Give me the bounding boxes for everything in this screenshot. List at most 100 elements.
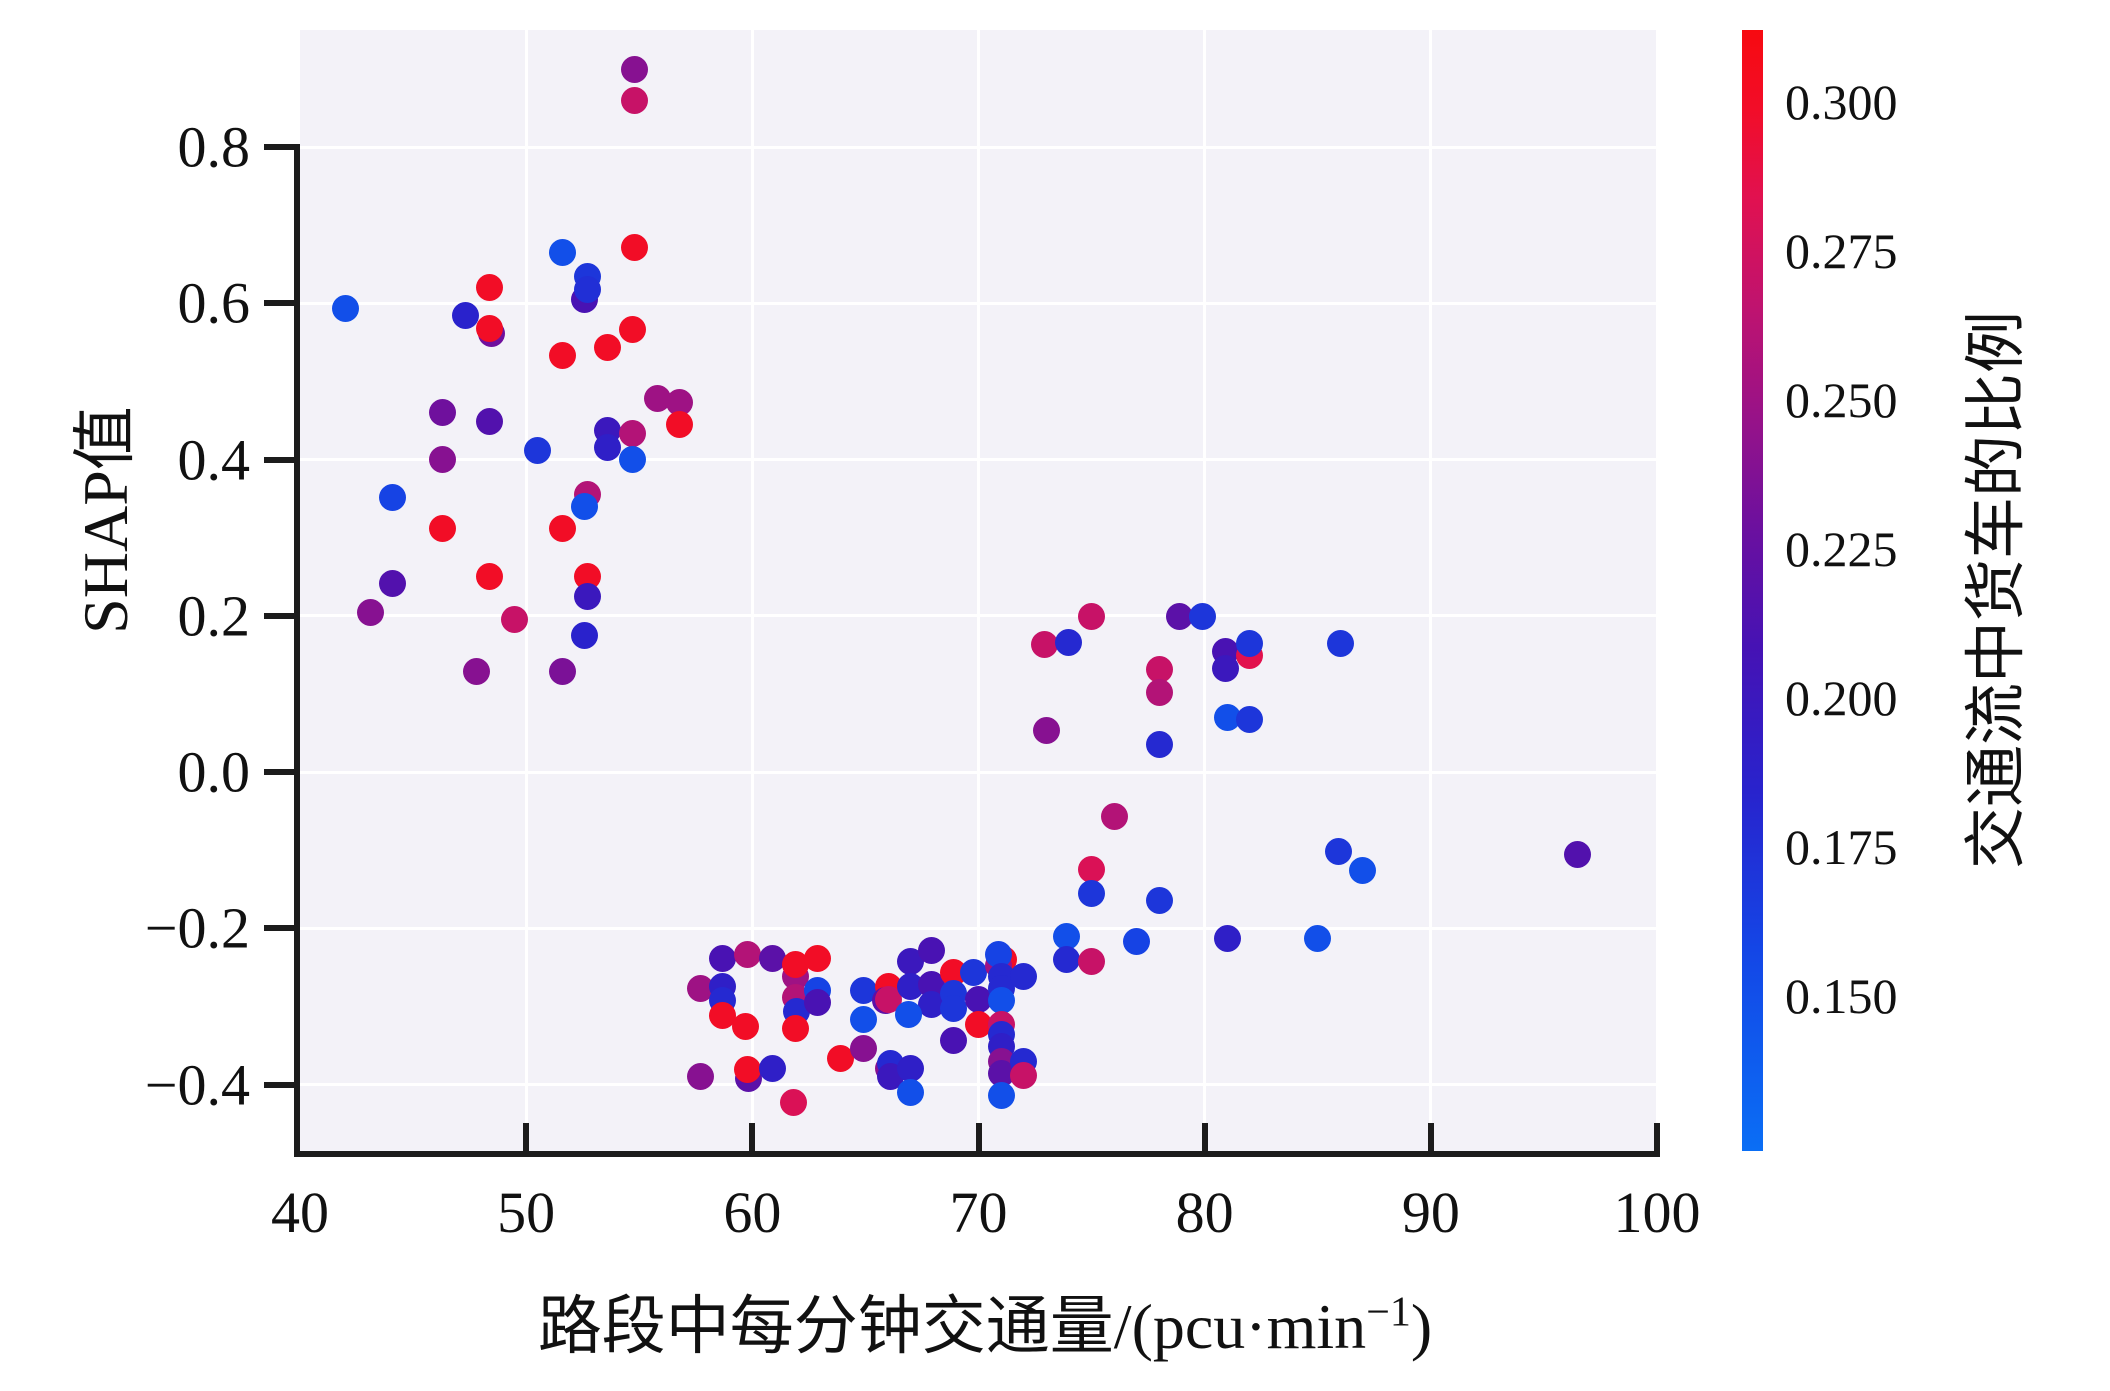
x-tick-label: 100 [1613,1180,1701,1245]
y-tick-label: 0.2 [177,583,251,649]
scatter-point [804,989,832,1017]
scatter-point [960,959,988,987]
x-gridline [1655,30,1659,1151]
scatter-point [571,493,599,521]
x-tick-label: 40 [271,1180,329,1245]
scatter-point [451,302,479,330]
y-gridline [300,458,1657,462]
scatter-point [621,86,649,114]
x-tick-label: 70 [949,1180,1008,1245]
y-tick [264,769,294,776]
scatter-point [917,936,945,964]
colorbar-tick-label: 0.200 [1785,669,1898,726]
scatter-point [849,1035,877,1063]
scatter-point [621,55,649,83]
scatter-point [331,294,359,322]
x-gridline [524,30,528,1151]
scatter-point [686,1063,714,1091]
scatter-point [1349,857,1377,885]
y-tick-label: 0.0 [177,739,251,805]
scatter-point [1032,717,1060,745]
scatter-point [573,582,601,610]
scatter-point [897,1078,925,1106]
scatter-point [428,514,456,542]
scatter-point [940,995,968,1023]
bottom-spine [294,1151,1660,1157]
scatter-point [897,1054,925,1082]
scatter-point [548,657,576,685]
x-axis-label: 路段中每分钟交通量/(pcu·min−1) [537,1289,1433,1362]
scatter-point [379,570,407,598]
scatter-point [965,985,992,1013]
scatter-point [849,1006,877,1034]
y-tick-label: 0.4 [177,427,251,493]
scatter-point [849,977,877,1005]
scatter-point [940,1026,968,1054]
scatter-point [1213,703,1241,731]
scatter-point [523,436,551,464]
x-tick-label: 60 [723,1180,782,1245]
y-tick-label: 0.8 [177,114,251,180]
scatter-point [618,446,646,474]
x-gridline [750,30,754,1151]
y-tick-label: −0.2 [144,895,250,961]
scatter-point [618,316,646,344]
y-gridline [300,1083,1657,1087]
y-tick-label: 0.6 [177,270,251,336]
x-tick [1654,1123,1660,1151]
scatter-point [476,563,504,591]
scatter-point [1123,928,1151,956]
scatter-point [781,950,809,978]
scatter-point [759,1054,787,1082]
scatter-point [462,657,490,685]
scatter-point [594,434,622,462]
colorbar [1742,30,1763,1151]
scatter-point [779,1089,807,1117]
scatter-point [1078,947,1106,975]
scatter-point [1304,925,1332,953]
scatter-point [621,233,649,261]
y-gridline [300,614,1657,618]
scatter-point [573,275,601,303]
scatter-point [732,1012,760,1040]
left-spine [294,144,300,1157]
scatter-point [1145,731,1173,759]
scatter-point [827,1044,855,1072]
scatter-point [428,399,456,427]
y-gridline [300,145,1657,149]
scatter-point [1324,837,1352,865]
scatter-point [894,1000,922,1028]
scatter-point [476,407,504,435]
scatter-point [1145,678,1173,706]
scatter-point [1211,654,1239,682]
scatter-point [734,941,762,969]
x-gridline [1429,30,1433,1151]
scatter-point [734,1056,762,1084]
scatter-point [1010,963,1038,991]
scatter-point [476,274,504,302]
scatter-point [476,314,504,342]
scatter-point [1053,922,1081,950]
y-tick [264,300,294,307]
x-tick-label: 80 [1175,1180,1234,1245]
scatter-point [548,342,576,370]
scatter-point [917,990,945,1018]
colorbar-tick-label: 0.300 [1785,73,1898,130]
scatter-point [571,621,599,649]
colorbar-tick-label: 0.225 [1785,520,1898,577]
scatter-point [1236,705,1264,733]
y-tick [264,925,294,932]
colorbar-tick-label: 0.250 [1785,371,1898,428]
scatter-point [548,514,576,542]
colorbar-tick-label: 0.275 [1785,222,1898,279]
scatter-point [759,945,787,973]
scatter-point [965,1010,992,1038]
colorbar-tick-label: 0.150 [1785,967,1898,1024]
x-tick [975,1123,982,1151]
scatter-point [1055,628,1083,656]
scatter-point [1010,1061,1038,1089]
x-tick [1427,1123,1434,1151]
y-tick [264,612,294,619]
scatter-point [804,945,832,973]
